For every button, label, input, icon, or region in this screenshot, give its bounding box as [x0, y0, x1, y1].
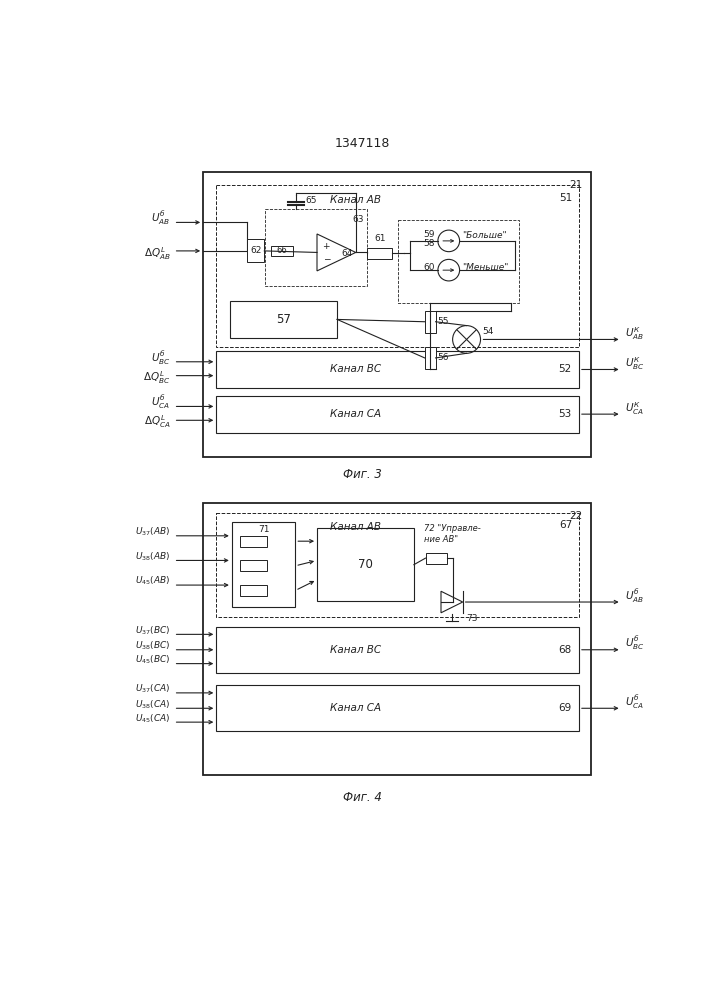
Text: $U^К_{ВС}$: $U^К_{ВС}$: [625, 356, 644, 372]
Bar: [265, 209, 368, 286]
Text: Канал ВС: Канал ВС: [330, 364, 381, 374]
Text: $U^К_{АВ}$: $U^К_{АВ}$: [625, 326, 644, 342]
Text: $U^б_{СА}$: $U^б_{СА}$: [625, 693, 644, 711]
Bar: [368, 248, 392, 259]
Text: 73: 73: [466, 614, 477, 623]
Text: $U_{37}(ВС)$: $U_{37}(ВС)$: [135, 624, 170, 637]
Bar: [425, 311, 436, 333]
Bar: [271, 246, 293, 256]
Bar: [230, 301, 337, 338]
Text: 56: 56: [437, 353, 449, 362]
Text: 69: 69: [558, 703, 571, 713]
Text: 52: 52: [558, 364, 571, 374]
Bar: [203, 172, 590, 457]
Bar: [240, 536, 267, 547]
Text: 72 "Управле-
ние АВ": 72 "Управле- ние АВ": [424, 524, 481, 544]
Text: $U^б_{СА}$: $U^б_{СА}$: [151, 394, 170, 411]
Text: $\Delta Q^L_{ВС}$: $\Delta Q^L_{ВС}$: [144, 369, 170, 386]
Text: 53: 53: [558, 409, 571, 419]
Text: $\Delta Q^L_{СА}$: $\Delta Q^L_{СА}$: [144, 413, 170, 430]
Text: Канал АВ: Канал АВ: [330, 522, 381, 532]
Text: $U^б_{АВ}$: $U^б_{АВ}$: [151, 210, 170, 227]
Text: $U_{37}(СА)$: $U_{37}(СА)$: [135, 683, 170, 695]
Bar: [426, 553, 448, 564]
Bar: [216, 627, 579, 673]
Text: Канал АВ: Канал АВ: [330, 195, 381, 205]
Text: $U_{45}(СА)$: $U_{45}(СА)$: [135, 712, 170, 725]
Text: 66: 66: [276, 246, 288, 255]
Text: $U^б_{АВ}$: $U^б_{АВ}$: [625, 587, 644, 605]
Text: 21: 21: [570, 180, 583, 190]
Bar: [216, 396, 579, 433]
Text: 64: 64: [341, 249, 353, 258]
Text: 57: 57: [276, 313, 291, 326]
Text: 70: 70: [358, 558, 373, 571]
Text: $U_{38}(АВ)$: $U_{38}(АВ)$: [135, 550, 170, 563]
Bar: [317, 528, 414, 601]
Bar: [216, 185, 579, 347]
Text: "Меньше": "Меньше": [462, 263, 508, 272]
Text: Фиг. 4: Фиг. 4: [342, 791, 381, 804]
Text: 55: 55: [437, 317, 449, 326]
Text: 62: 62: [250, 246, 262, 255]
Bar: [240, 585, 267, 596]
Text: 1347118: 1347118: [334, 137, 390, 150]
Text: $U^б_{ВС}$: $U^б_{ВС}$: [151, 349, 170, 367]
Text: $U_{38}(ВС)$: $U_{38}(ВС)$: [135, 640, 170, 652]
Text: 59: 59: [423, 230, 435, 239]
Text: Фиг. 3: Фиг. 3: [342, 468, 381, 481]
Text: "Больше": "Больше": [462, 231, 506, 240]
Bar: [240, 560, 267, 571]
Text: $U_{45}(ВС)$: $U_{45}(ВС)$: [135, 654, 170, 666]
Bar: [398, 220, 518, 303]
Text: $U_{37}(АВ)$: $U_{37}(АВ)$: [135, 526, 170, 538]
Bar: [425, 347, 436, 369]
Bar: [216, 513, 579, 617]
Text: Канал СА: Канал СА: [330, 703, 381, 713]
Text: 67: 67: [559, 520, 573, 530]
Text: $U_{45}(АВ)$: $U_{45}(АВ)$: [135, 575, 170, 587]
Text: 51: 51: [559, 193, 573, 203]
Text: Канал ВС: Канал ВС: [330, 645, 381, 655]
Bar: [216, 685, 579, 731]
Text: 61: 61: [374, 234, 385, 243]
Text: +: +: [322, 242, 330, 251]
Text: 22: 22: [570, 511, 583, 521]
Text: $U^К_{СА}$: $U^К_{СА}$: [625, 400, 644, 417]
Bar: [203, 503, 590, 775]
Text: $U_{38}(СА)$: $U_{38}(СА)$: [135, 698, 170, 711]
Bar: [216, 351, 579, 388]
Text: 65: 65: [305, 196, 317, 205]
Bar: [232, 522, 296, 607]
Text: 54: 54: [482, 327, 493, 336]
Bar: [247, 239, 264, 262]
Text: 60: 60: [423, 263, 435, 272]
Text: −: −: [322, 254, 330, 263]
Text: 71: 71: [258, 525, 269, 534]
Text: Канал СА: Канал СА: [330, 409, 381, 419]
Text: $U^б_{ВС}$: $U^б_{ВС}$: [625, 635, 644, 652]
Text: $\Delta Q^L_{АВ}$: $\Delta Q^L_{АВ}$: [144, 246, 170, 262]
Text: 58: 58: [423, 239, 435, 248]
Text: 68: 68: [558, 645, 571, 655]
Text: 63: 63: [352, 215, 363, 224]
